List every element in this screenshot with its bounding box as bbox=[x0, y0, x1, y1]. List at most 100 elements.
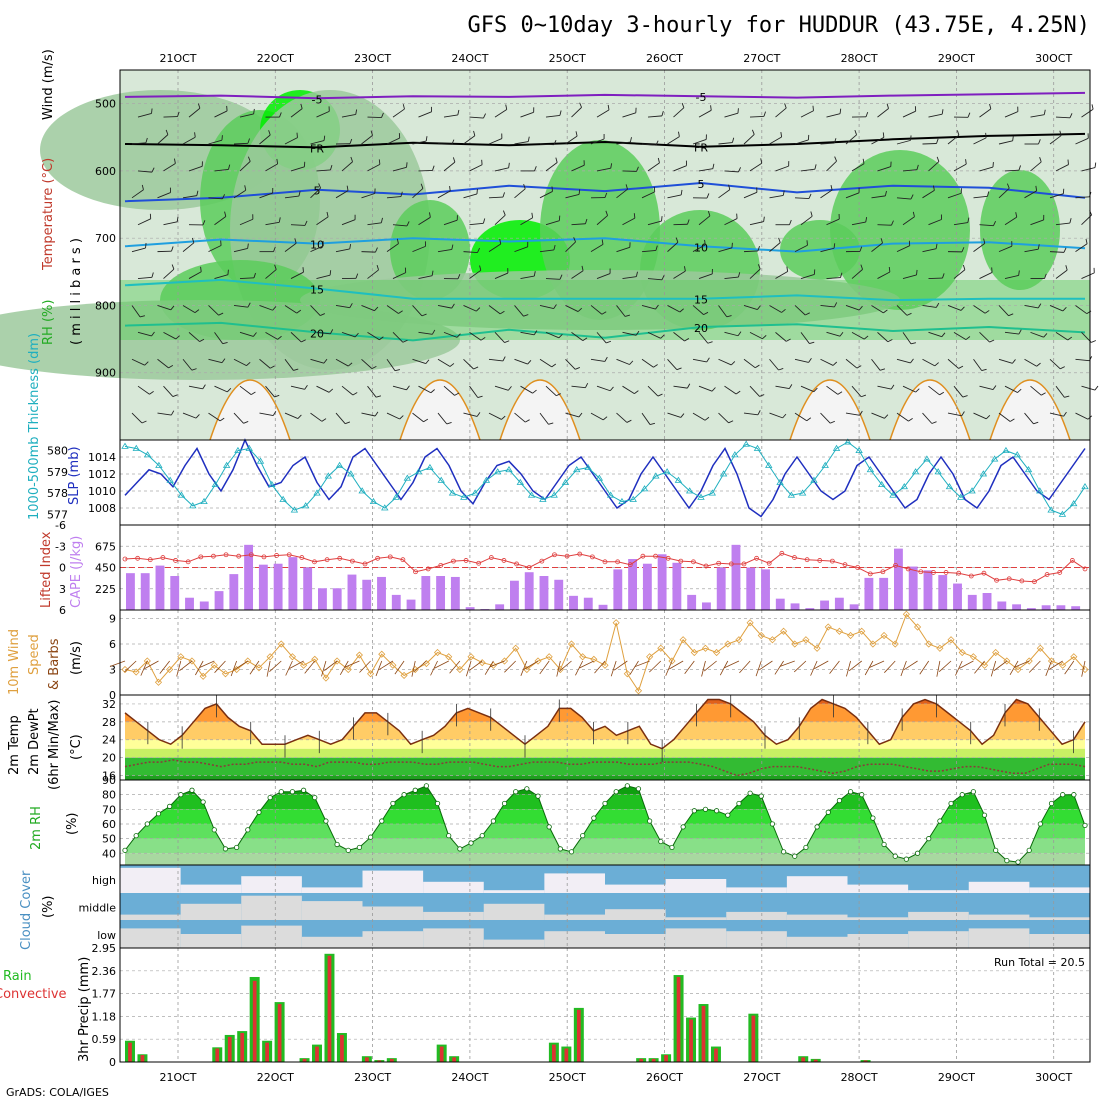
wind-barb bbox=[270, 365, 275, 369]
wind-barb bbox=[469, 164, 483, 172]
precip-conv-bar bbox=[676, 976, 681, 1062]
wind-barb bbox=[284, 137, 298, 145]
precip-conv-bar bbox=[240, 1033, 245, 1062]
li-point bbox=[1044, 572, 1050, 577]
thickness-point bbox=[539, 495, 547, 502]
wind-barb bbox=[882, 132, 885, 138]
wind-barb bbox=[826, 277, 841, 279]
wind-barb bbox=[604, 356, 608, 362]
wind-barb bbox=[418, 385, 432, 394]
rh-point bbox=[1071, 792, 1077, 798]
wind-barb bbox=[402, 104, 405, 110]
temp-band bbox=[125, 757, 1085, 776]
cape-bar bbox=[391, 594, 401, 610]
thickness-point bbox=[448, 489, 457, 496]
wind-barb bbox=[820, 247, 835, 253]
wind-barb bbox=[399, 415, 404, 420]
wind-barb bbox=[514, 246, 528, 253]
wind-barb bbox=[624, 314, 631, 317]
y-tick-label: 2.36 bbox=[92, 965, 117, 978]
wind-barb bbox=[590, 358, 605, 362]
wind-barb bbox=[361, 193, 375, 199]
wind-barb bbox=[769, 136, 782, 145]
wind-speed-point bbox=[478, 659, 486, 667]
wind-barb bbox=[318, 183, 321, 189]
rh-point bbox=[781, 849, 787, 855]
wind-barb bbox=[290, 224, 306, 226]
rh-point bbox=[144, 821, 150, 827]
thickness-point bbox=[1081, 482, 1089, 490]
cloud-block bbox=[968, 914, 1030, 920]
rh-point bbox=[580, 833, 586, 839]
wind-barb bbox=[182, 136, 196, 145]
wind-barb bbox=[810, 211, 813, 217]
wind-barb bbox=[533, 271, 536, 277]
wind-barb bbox=[826, 160, 837, 172]
wind-barb bbox=[412, 245, 426, 253]
wind-speed-point bbox=[1003, 657, 1011, 665]
cape-bar bbox=[126, 573, 135, 610]
wind-barb bbox=[834, 302, 838, 308]
cape-bar bbox=[377, 576, 386, 610]
wind-barb bbox=[698, 385, 713, 392]
wind-speed-point bbox=[277, 640, 285, 648]
wind-barb bbox=[499, 310, 505, 315]
temp-band bbox=[125, 748, 1085, 758]
wind-speed-point bbox=[601, 661, 609, 669]
p5-unit: (°C) bbox=[69, 734, 84, 760]
wind-barb bbox=[276, 158, 279, 164]
wind-barb bbox=[1063, 247, 1067, 253]
y-tick-label: 80 bbox=[102, 789, 116, 802]
wind-barb bbox=[494, 214, 506, 226]
rh-point bbox=[993, 847, 999, 853]
cloud-block bbox=[605, 884, 666, 893]
wind-barb bbox=[743, 134, 755, 145]
li-point bbox=[438, 562, 444, 568]
wind-speed-point bbox=[958, 648, 966, 657]
wind-barb-10m bbox=[1028, 660, 1041, 673]
cape-bar bbox=[598, 604, 608, 610]
wind-barb bbox=[392, 385, 407, 391]
wind-speed-point bbox=[367, 670, 375, 678]
li-point bbox=[880, 569, 886, 575]
wind-barb bbox=[1091, 104, 1094, 110]
slp-tick: 1012 bbox=[88, 468, 116, 481]
wind-barb bbox=[840, 272, 843, 278]
wind-barb bbox=[626, 419, 632, 423]
wind-barb bbox=[769, 412, 783, 419]
wind-barb bbox=[302, 267, 304, 273]
wind-barb bbox=[406, 221, 410, 227]
wind-barb bbox=[347, 362, 353, 367]
wind-barb bbox=[499, 239, 502, 245]
wind-speed-point bbox=[634, 687, 643, 695]
wind-barb bbox=[386, 196, 401, 199]
wind-speed-point bbox=[177, 653, 185, 661]
cape-bar bbox=[938, 575, 948, 610]
isotherm-label: 10 bbox=[310, 239, 324, 252]
wind-barb bbox=[962, 395, 968, 398]
wind-barb bbox=[673, 107, 685, 118]
wind-barb bbox=[412, 358, 426, 365]
wind-barb bbox=[760, 158, 763, 164]
thickness-point bbox=[652, 472, 660, 479]
rh-point bbox=[591, 815, 597, 821]
li-point bbox=[678, 558, 684, 564]
wind-barb bbox=[962, 264, 966, 270]
wind-barb bbox=[421, 313, 427, 317]
wind-barb bbox=[197, 103, 201, 109]
wind-barb-10m bbox=[539, 660, 550, 675]
wind-barb bbox=[851, 331, 865, 340]
wind-barb-10m bbox=[579, 660, 595, 669]
wind-barb bbox=[233, 305, 248, 308]
thickness-point bbox=[685, 487, 694, 494]
wind-barb bbox=[769, 242, 781, 252]
wind-barb bbox=[606, 340, 612, 344]
cape-bar bbox=[347, 574, 357, 610]
wind-barb bbox=[463, 412, 478, 417]
wind-barb bbox=[430, 389, 435, 394]
wind-speed-point bbox=[1059, 661, 1067, 669]
wind-barb bbox=[214, 332, 224, 344]
wind-barb bbox=[367, 222, 382, 226]
li-point bbox=[867, 571, 873, 577]
wind-barb bbox=[1008, 313, 1014, 317]
